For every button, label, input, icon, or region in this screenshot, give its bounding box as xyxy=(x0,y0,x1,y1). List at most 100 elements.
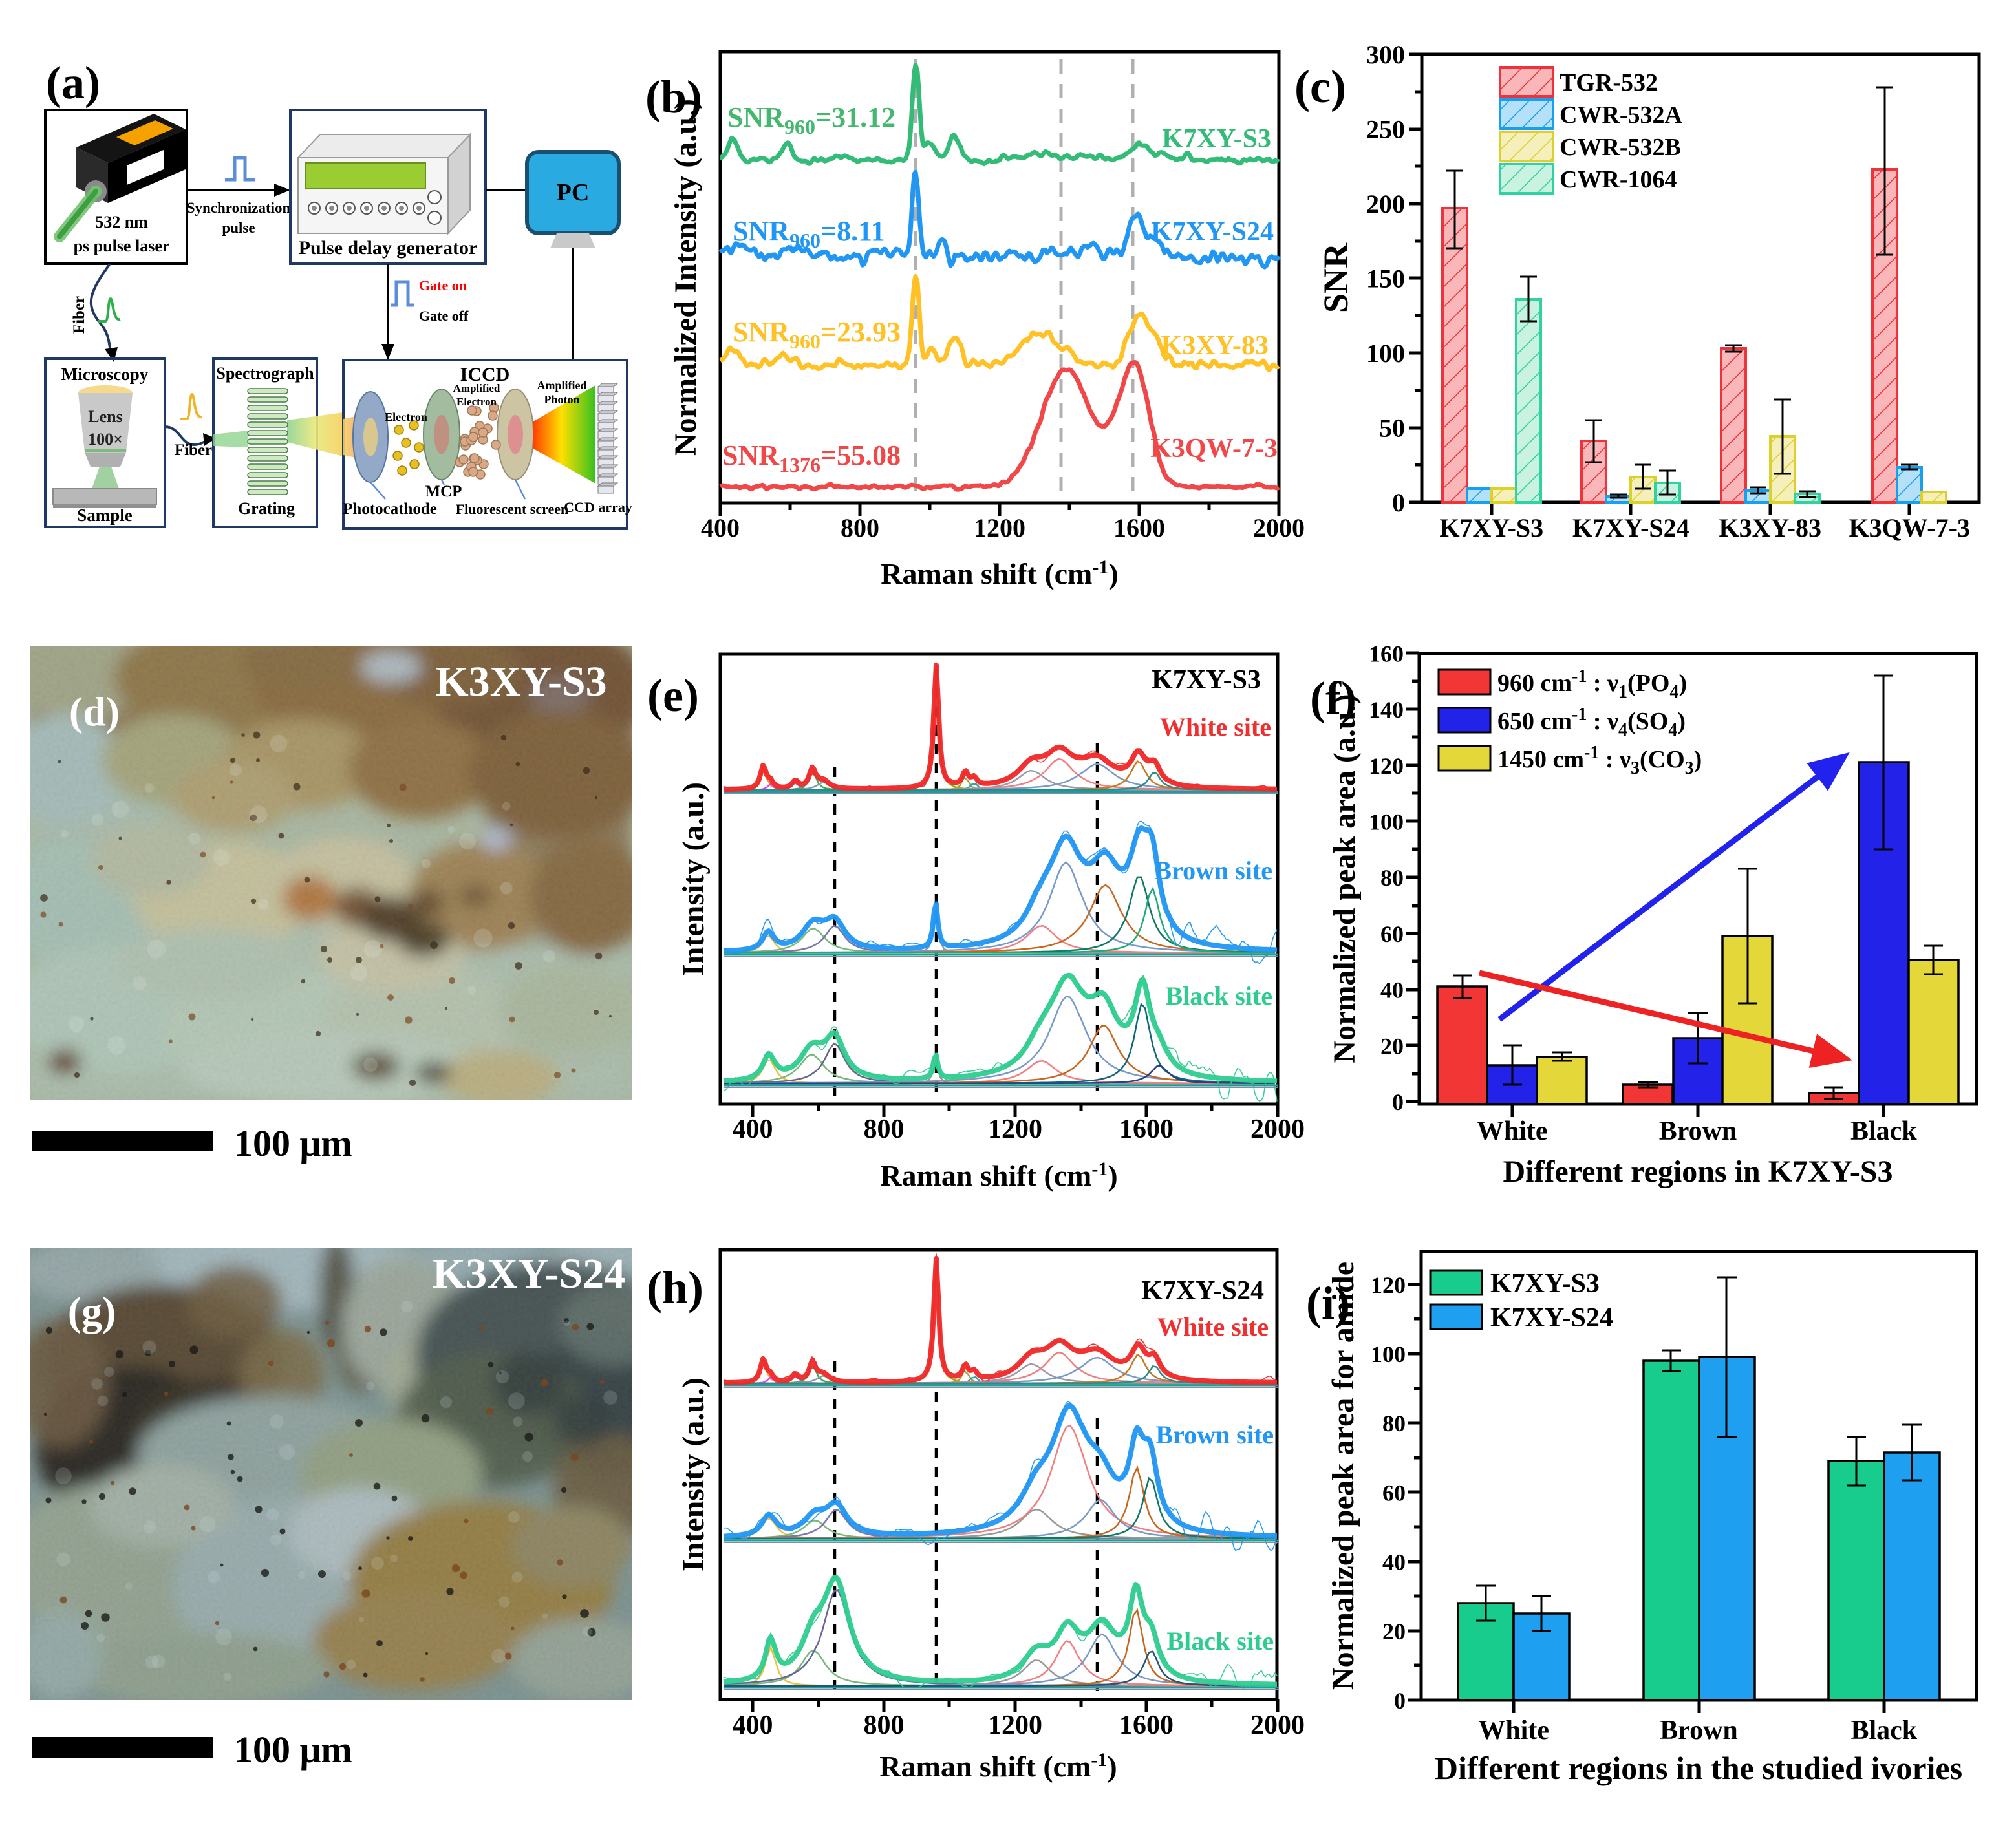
svg-text:Normalized Intensity (a.u.): Normalized Intensity (a.u.) xyxy=(669,99,703,456)
svg-text:400: 400 xyxy=(733,1710,773,1740)
svg-text:120: 120 xyxy=(1371,1272,1406,1298)
svg-text:Amplified: Amplified xyxy=(453,382,500,394)
svg-text:PC: PC xyxy=(557,179,590,206)
svg-text:250: 250 xyxy=(1366,115,1405,144)
svg-text:(g): (g) xyxy=(68,1288,116,1334)
svg-text:K3XY-S3: K3XY-S3 xyxy=(435,658,606,705)
svg-text:0: 0 xyxy=(1394,1688,1406,1714)
svg-text:Normalized peak area for amide: Normalized peak area for amide xyxy=(1326,1262,1360,1690)
svg-text:Electron: Electron xyxy=(385,410,427,423)
svg-text:Lens: Lens xyxy=(88,407,122,426)
svg-text:80: 80 xyxy=(1382,1411,1406,1436)
svg-text:Brown site: Brown site xyxy=(1154,856,1272,885)
svg-text:K7XY-S3: K7XY-S3 xyxy=(1439,513,1543,542)
svg-text:Raman shift (cm-1): Raman shift (cm-1) xyxy=(879,1749,1117,1783)
svg-text:960 cm-1 : ν1(PO4): 960 cm-1 : ν1(PO4) xyxy=(1497,666,1687,702)
svg-text:MCP: MCP xyxy=(425,483,462,500)
svg-text:Fluorescent screen: Fluorescent screen xyxy=(456,501,569,517)
svg-text:100: 100 xyxy=(1366,339,1405,368)
svg-text:120: 120 xyxy=(1369,753,1404,779)
svg-text:(h): (h) xyxy=(647,1262,703,1314)
svg-text:100: 100 xyxy=(1371,1341,1406,1367)
svg-text:2000: 2000 xyxy=(1250,1114,1305,1144)
svg-text:Brown: Brown xyxy=(1659,1116,1737,1146)
svg-text:White: White xyxy=(1477,1116,1548,1146)
svg-text:Black: Black xyxy=(1850,1716,1917,1745)
svg-text:K7XY-S24: K7XY-S24 xyxy=(1141,1276,1264,1306)
svg-text:Intensity (a.u.): Intensity (a.u.) xyxy=(676,1378,711,1571)
svg-text:Spectrograph: Spectrograph xyxy=(216,364,314,383)
svg-text:Microscopy: Microscopy xyxy=(61,365,149,384)
svg-text:K3XY-S24: K3XY-S24 xyxy=(433,1250,625,1297)
svg-text:(f): (f) xyxy=(1310,672,1357,724)
svg-text:pulse: pulse xyxy=(222,220,255,236)
svg-text:K7XY-S3: K7XY-S3 xyxy=(1152,665,1261,695)
svg-text:160: 160 xyxy=(1369,641,1404,666)
svg-text:100: 100 xyxy=(1369,809,1404,835)
svg-text:Black site: Black site xyxy=(1166,1626,1274,1656)
svg-text:532 nm: 532 nm xyxy=(95,213,148,231)
svg-text:20: 20 xyxy=(1382,1619,1406,1645)
svg-text:60: 60 xyxy=(1382,1480,1406,1506)
svg-text:400: 400 xyxy=(733,1114,773,1144)
svg-text:K7XY-S3: K7XY-S3 xyxy=(1490,1269,1600,1299)
svg-text:1200: 1200 xyxy=(974,513,1025,542)
svg-text:K7XY-S24: K7XY-S24 xyxy=(1151,217,1274,247)
svg-text:200: 200 xyxy=(1366,189,1405,218)
svg-text:40: 40 xyxy=(1380,977,1404,1003)
svg-text:Black: Black xyxy=(1850,1116,1917,1146)
svg-text:20: 20 xyxy=(1380,1033,1404,1059)
svg-text:K3QW-7-3: K3QW-7-3 xyxy=(1849,513,1970,542)
svg-text:Photon: Photon xyxy=(544,393,579,406)
svg-text:40: 40 xyxy=(1382,1550,1406,1575)
svg-text:1600: 1600 xyxy=(1119,1114,1174,1144)
svg-text:Brown: Brown xyxy=(1660,1716,1738,1745)
svg-text:K3XY-83: K3XY-83 xyxy=(1161,331,1269,361)
svg-text:Gate off: Gate off xyxy=(419,308,469,324)
svg-text:Raman shift (cm-1): Raman shift (cm-1) xyxy=(881,557,1118,590)
svg-text:K7XY-S3: K7XY-S3 xyxy=(1162,124,1271,154)
svg-text:Different regions in K7XY-S3: Different regions in K7XY-S3 xyxy=(1503,1155,1893,1189)
svg-text:650 cm-1 : ν4(SO4): 650 cm-1 : ν4(SO4) xyxy=(1497,705,1686,740)
svg-text:ICCD: ICCD xyxy=(460,364,510,385)
svg-text:300: 300 xyxy=(1366,40,1405,69)
svg-text:400: 400 xyxy=(701,513,740,542)
svg-text:1200: 1200 xyxy=(988,1114,1042,1144)
svg-text:100 μm: 100 μm xyxy=(234,1729,352,1771)
svg-text:K7XY-S24: K7XY-S24 xyxy=(1490,1303,1613,1333)
svg-text:K7XY-S24: K7XY-S24 xyxy=(1572,513,1689,542)
svg-text:CCD array: CCD array xyxy=(564,499,632,515)
svg-text:Electron: Electron xyxy=(456,396,497,408)
svg-text:White site: White site xyxy=(1157,1312,1269,1341)
svg-text:150: 150 xyxy=(1366,264,1405,293)
svg-text:1600: 1600 xyxy=(1113,513,1165,542)
svg-text:CWR-532B: CWR-532B xyxy=(1560,134,1681,161)
svg-text:Fiber: Fiber xyxy=(70,296,88,334)
svg-text:Amplified: Amplified xyxy=(537,379,586,392)
svg-text:800: 800 xyxy=(864,1114,905,1144)
svg-text:1600: 1600 xyxy=(1119,1710,1174,1740)
svg-text:Different regions in the studi: Different regions in the studied ivories xyxy=(1435,1750,1962,1786)
svg-text:(i): (i) xyxy=(1306,1277,1350,1329)
svg-text:CWR-1064: CWR-1064 xyxy=(1560,166,1677,193)
svg-text:(b): (b) xyxy=(645,71,702,123)
svg-text:1450 cm-1 : ν3(CO3): 1450 cm-1 : ν3(CO3) xyxy=(1497,743,1702,778)
svg-text:CWR-532A: CWR-532A xyxy=(1560,101,1683,129)
svg-text:(c): (c) xyxy=(1294,61,1346,112)
svg-text:TGR-532: TGR-532 xyxy=(1560,69,1658,96)
svg-text:Intensity (a.u.): Intensity (a.u.) xyxy=(676,782,711,976)
svg-text:50: 50 xyxy=(1379,414,1405,443)
svg-text:2000: 2000 xyxy=(1253,513,1305,542)
svg-text:140: 140 xyxy=(1369,697,1404,723)
svg-text:Black site: Black site xyxy=(1165,981,1272,1010)
svg-text:800: 800 xyxy=(864,1710,905,1740)
svg-text:Sample: Sample xyxy=(77,506,133,525)
svg-text:SNR960=8.11: SNR960=8.11 xyxy=(733,215,885,252)
svg-text:Fiber: Fiber xyxy=(175,442,212,459)
svg-text:White: White xyxy=(1478,1716,1549,1745)
svg-text:800: 800 xyxy=(841,513,879,542)
svg-text:Gate on: Gate on xyxy=(419,277,467,293)
svg-text:Grating: Grating xyxy=(238,499,295,518)
svg-text:(a): (a) xyxy=(46,57,100,109)
svg-text:ps pulse laser: ps pulse laser xyxy=(74,237,170,255)
